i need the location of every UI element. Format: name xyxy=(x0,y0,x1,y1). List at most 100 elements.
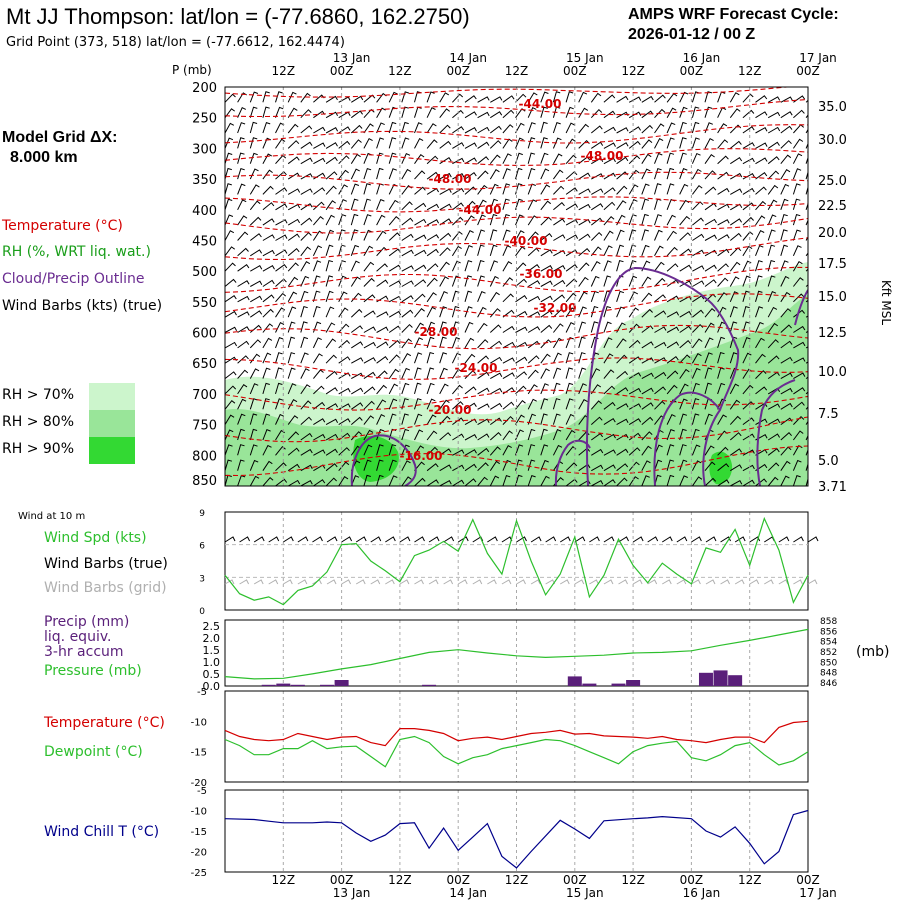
wind-barb xyxy=(426,292,437,303)
wind-barb xyxy=(237,231,249,241)
wind-barb xyxy=(742,231,754,241)
wind-barb xyxy=(225,108,235,118)
wind-barb xyxy=(325,214,335,226)
wind-barb xyxy=(275,249,288,257)
rh-legend-swatch xyxy=(89,410,135,437)
wind-barb xyxy=(489,308,501,318)
wind-barb xyxy=(300,246,312,257)
wind-barb xyxy=(616,448,629,456)
wind-barb xyxy=(603,157,616,165)
precip-bar xyxy=(261,684,276,686)
wind-barb xyxy=(439,321,447,333)
wind-barb xyxy=(439,306,448,318)
wind-barb xyxy=(237,459,245,471)
wind-barb xyxy=(237,369,249,379)
wind-barb xyxy=(628,184,639,195)
wind-barb xyxy=(414,477,426,486)
precip-bar xyxy=(582,683,597,686)
wind-barb xyxy=(275,292,287,303)
pressure-axis-title: P (mb) xyxy=(172,63,212,77)
wind-barb xyxy=(552,137,562,149)
wind-barb xyxy=(414,308,425,318)
wind-barb xyxy=(780,475,790,486)
wind-barb xyxy=(692,280,705,287)
wind-barb xyxy=(275,278,287,287)
top-hour-label: 00Z xyxy=(330,64,354,78)
wind-barb xyxy=(464,157,477,165)
wind-barb xyxy=(237,183,246,195)
wind-barb xyxy=(704,307,716,318)
wind-barb xyxy=(755,290,763,302)
wind-barb-grid xyxy=(603,579,614,585)
wind-barb xyxy=(249,152,258,164)
wind-barb xyxy=(388,248,401,257)
wind-barb-true xyxy=(574,536,586,543)
wind-barb xyxy=(780,229,788,241)
wind-barb xyxy=(628,339,641,349)
wind-barb xyxy=(805,156,808,164)
wind-barb xyxy=(401,382,410,395)
wind-barb xyxy=(300,464,313,472)
wind-barb xyxy=(679,368,690,379)
wind-barb xyxy=(325,370,338,379)
wind-barb xyxy=(704,337,714,349)
wind-barb xyxy=(312,275,321,287)
wind-barb xyxy=(717,277,729,287)
wind-barb xyxy=(780,87,782,88)
wind-barb xyxy=(641,244,650,256)
temperature-contour xyxy=(225,324,808,350)
wind-barb xyxy=(805,170,808,180)
wind-barb xyxy=(325,433,339,441)
wind-barb xyxy=(591,87,592,88)
wind-barb xyxy=(490,356,503,364)
wind-barb xyxy=(338,323,350,333)
pressure-unit-label: (mb) xyxy=(856,644,889,660)
precip-bar xyxy=(422,684,437,686)
pressure-label: Pressure (mb) xyxy=(44,663,142,679)
wind-barb xyxy=(502,430,513,441)
wind-barb xyxy=(628,418,642,426)
wind-barb xyxy=(376,279,389,287)
wind-barb xyxy=(704,382,712,395)
wind-barb xyxy=(616,214,626,226)
wind-barb xyxy=(704,170,716,180)
wind-barb xyxy=(489,446,501,456)
wind-barb xyxy=(603,110,616,119)
wind-barb xyxy=(628,229,637,241)
rh-legend-swatch xyxy=(89,383,135,410)
wind-barb xyxy=(679,232,691,241)
wind-barb xyxy=(590,368,601,379)
wind-barb xyxy=(717,321,726,333)
wind-barb xyxy=(767,96,781,103)
wind-barb xyxy=(553,87,554,88)
wind-barb xyxy=(401,106,409,118)
wind-barb-true xyxy=(778,536,790,543)
wind-barb xyxy=(616,275,624,287)
temperature-contour xyxy=(225,389,808,411)
wind-barb xyxy=(641,292,653,303)
wind-barb xyxy=(515,87,517,88)
wind-barb xyxy=(628,199,638,211)
wind-barb xyxy=(704,154,715,164)
wind-barb xyxy=(628,96,642,103)
wind-barb xyxy=(338,140,351,149)
wind-barb xyxy=(730,464,743,472)
wind-barb xyxy=(489,291,500,303)
precip-bar xyxy=(626,680,641,686)
wind-barb xyxy=(578,233,591,241)
wind-barb xyxy=(792,183,801,195)
wind-barb xyxy=(691,168,702,180)
wind-barb xyxy=(603,172,616,180)
wind-barb xyxy=(780,183,790,195)
wind-barb xyxy=(616,370,628,379)
wind-barb xyxy=(717,155,729,165)
wind-barb xyxy=(325,403,339,410)
wind-barb xyxy=(742,336,751,349)
wind-barb xyxy=(388,398,398,410)
wind-barb xyxy=(780,198,789,210)
wind-barb xyxy=(225,414,235,425)
wind-barb xyxy=(401,428,410,441)
wind-barb-grid xyxy=(778,579,789,585)
wind-barb xyxy=(262,337,273,349)
wind-barb xyxy=(515,278,527,287)
